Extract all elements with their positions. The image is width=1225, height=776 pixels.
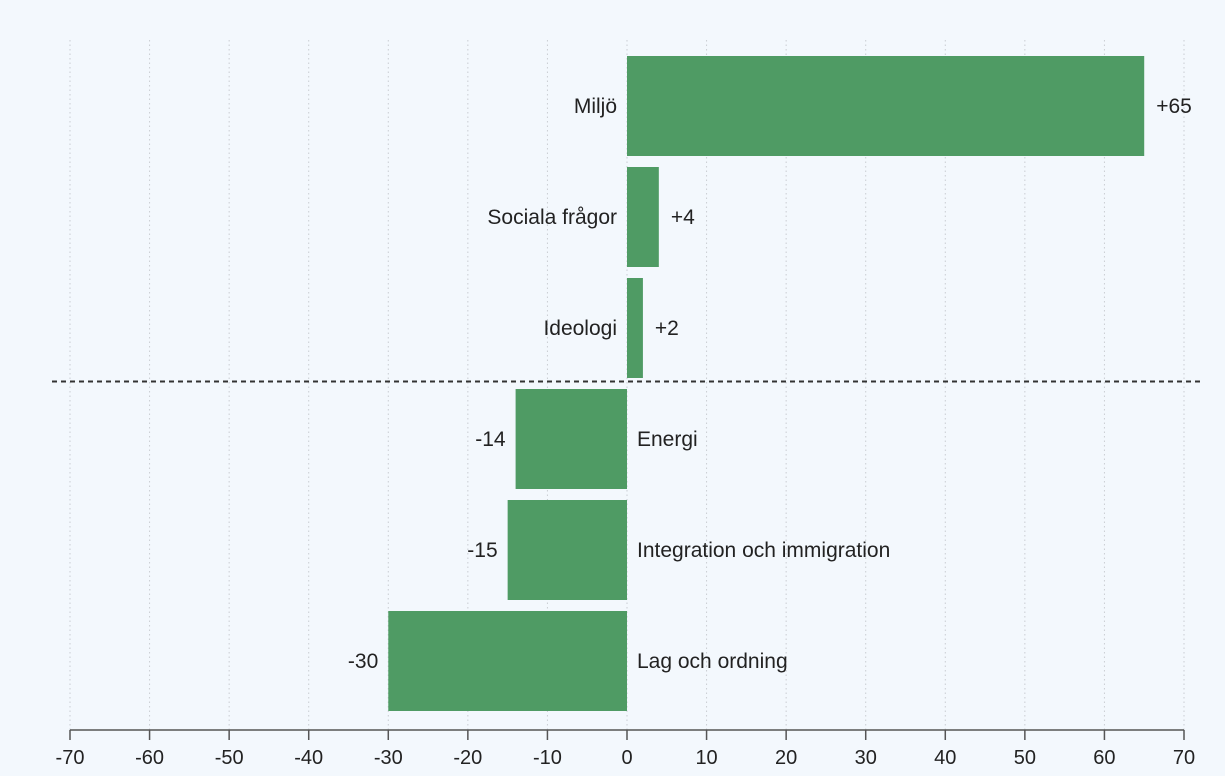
x-tick-label: 30 <box>855 747 877 769</box>
x-tick-label: -70 <box>56 747 85 769</box>
value-label: -30 <box>348 650 378 673</box>
bar <box>627 278 643 378</box>
value-label: +4 <box>671 206 695 229</box>
category-label: Miljö <box>574 95 617 118</box>
x-tick-label: 60 <box>1093 747 1115 769</box>
x-tick-label: -40 <box>294 747 323 769</box>
category-label: Integration och immigration <box>637 539 890 562</box>
x-tick-label: 20 <box>775 747 797 769</box>
category-label: Lag och ordning <box>637 650 788 673</box>
x-tick-label: -30 <box>374 747 403 769</box>
x-tick-label: -50 <box>215 747 244 769</box>
bar <box>507 500 627 600</box>
x-tick-label: 0 <box>621 747 632 769</box>
bar <box>627 167 659 267</box>
x-tick-label: -20 <box>453 747 482 769</box>
value-label: -15 <box>467 539 497 562</box>
x-tick-label: -60 <box>135 747 164 769</box>
bars <box>388 56 1145 711</box>
x-tick-label: 70 <box>1173 747 1195 769</box>
bar <box>388 611 627 711</box>
category-label: Sociala frågor <box>487 206 617 229</box>
category-label: Energi <box>637 428 698 451</box>
bar <box>515 389 627 489</box>
labels: Miljö +65 Sociala frågor +4 Ideologi +2 Energi… <box>348 95 1192 673</box>
x-tick-label: 10 <box>695 747 717 769</box>
bar <box>627 56 1145 156</box>
category-label: Ideologi <box>543 317 617 340</box>
x-tick-label: -10 <box>533 747 562 769</box>
x-tick-label: 50 <box>1014 747 1036 769</box>
x-tick-label: 40 <box>934 747 956 769</box>
x-axis: -70 -60 -50 -40 -30 -20 -10 0 10 20 30 40 50 60 70 <box>56 729 1195 769</box>
value-label: +2 <box>655 317 679 340</box>
value-label: -14 <box>475 428 506 451</box>
value-label: +65 <box>1156 95 1192 118</box>
